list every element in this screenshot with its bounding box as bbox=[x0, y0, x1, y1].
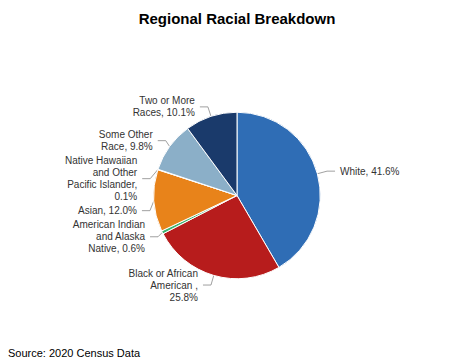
svg-text:and Alaska: and Alaska bbox=[96, 231, 145, 242]
svg-text:0.1%: 0.1% bbox=[114, 191, 137, 202]
svg-text:Races, 10.1%: Races, 10.1% bbox=[133, 107, 195, 118]
svg-text:and Other: and Other bbox=[93, 167, 138, 178]
svg-text:25.8%: 25.8% bbox=[170, 292, 198, 303]
svg-text:Two or More: Two or More bbox=[139, 95, 195, 106]
svg-text:Native, 0.6%: Native, 0.6% bbox=[88, 243, 145, 254]
svg-text:Some Other: Some Other bbox=[99, 129, 154, 140]
svg-text:Native Hawaiian: Native Hawaiian bbox=[65, 155, 137, 166]
svg-text:Asian, 12.0%: Asian, 12.0% bbox=[78, 205, 137, 216]
svg-text:Pacific Islander,: Pacific Islander, bbox=[67, 179, 137, 190]
svg-text:Race, 9.8%: Race, 9.8% bbox=[101, 141, 153, 152]
svg-text:American Indian: American Indian bbox=[73, 219, 145, 230]
svg-text:Black or African: Black or African bbox=[128, 268, 197, 279]
svg-text:White, 41.6%: White, 41.6% bbox=[340, 166, 400, 177]
svg-text:Regional Racial Breakdown: Regional Racial Breakdown bbox=[139, 10, 336, 27]
svg-text:American ,: American , bbox=[150, 280, 198, 291]
svg-text:Source: 2020 Census Data: Source: 2020 Census Data bbox=[8, 347, 141, 359]
